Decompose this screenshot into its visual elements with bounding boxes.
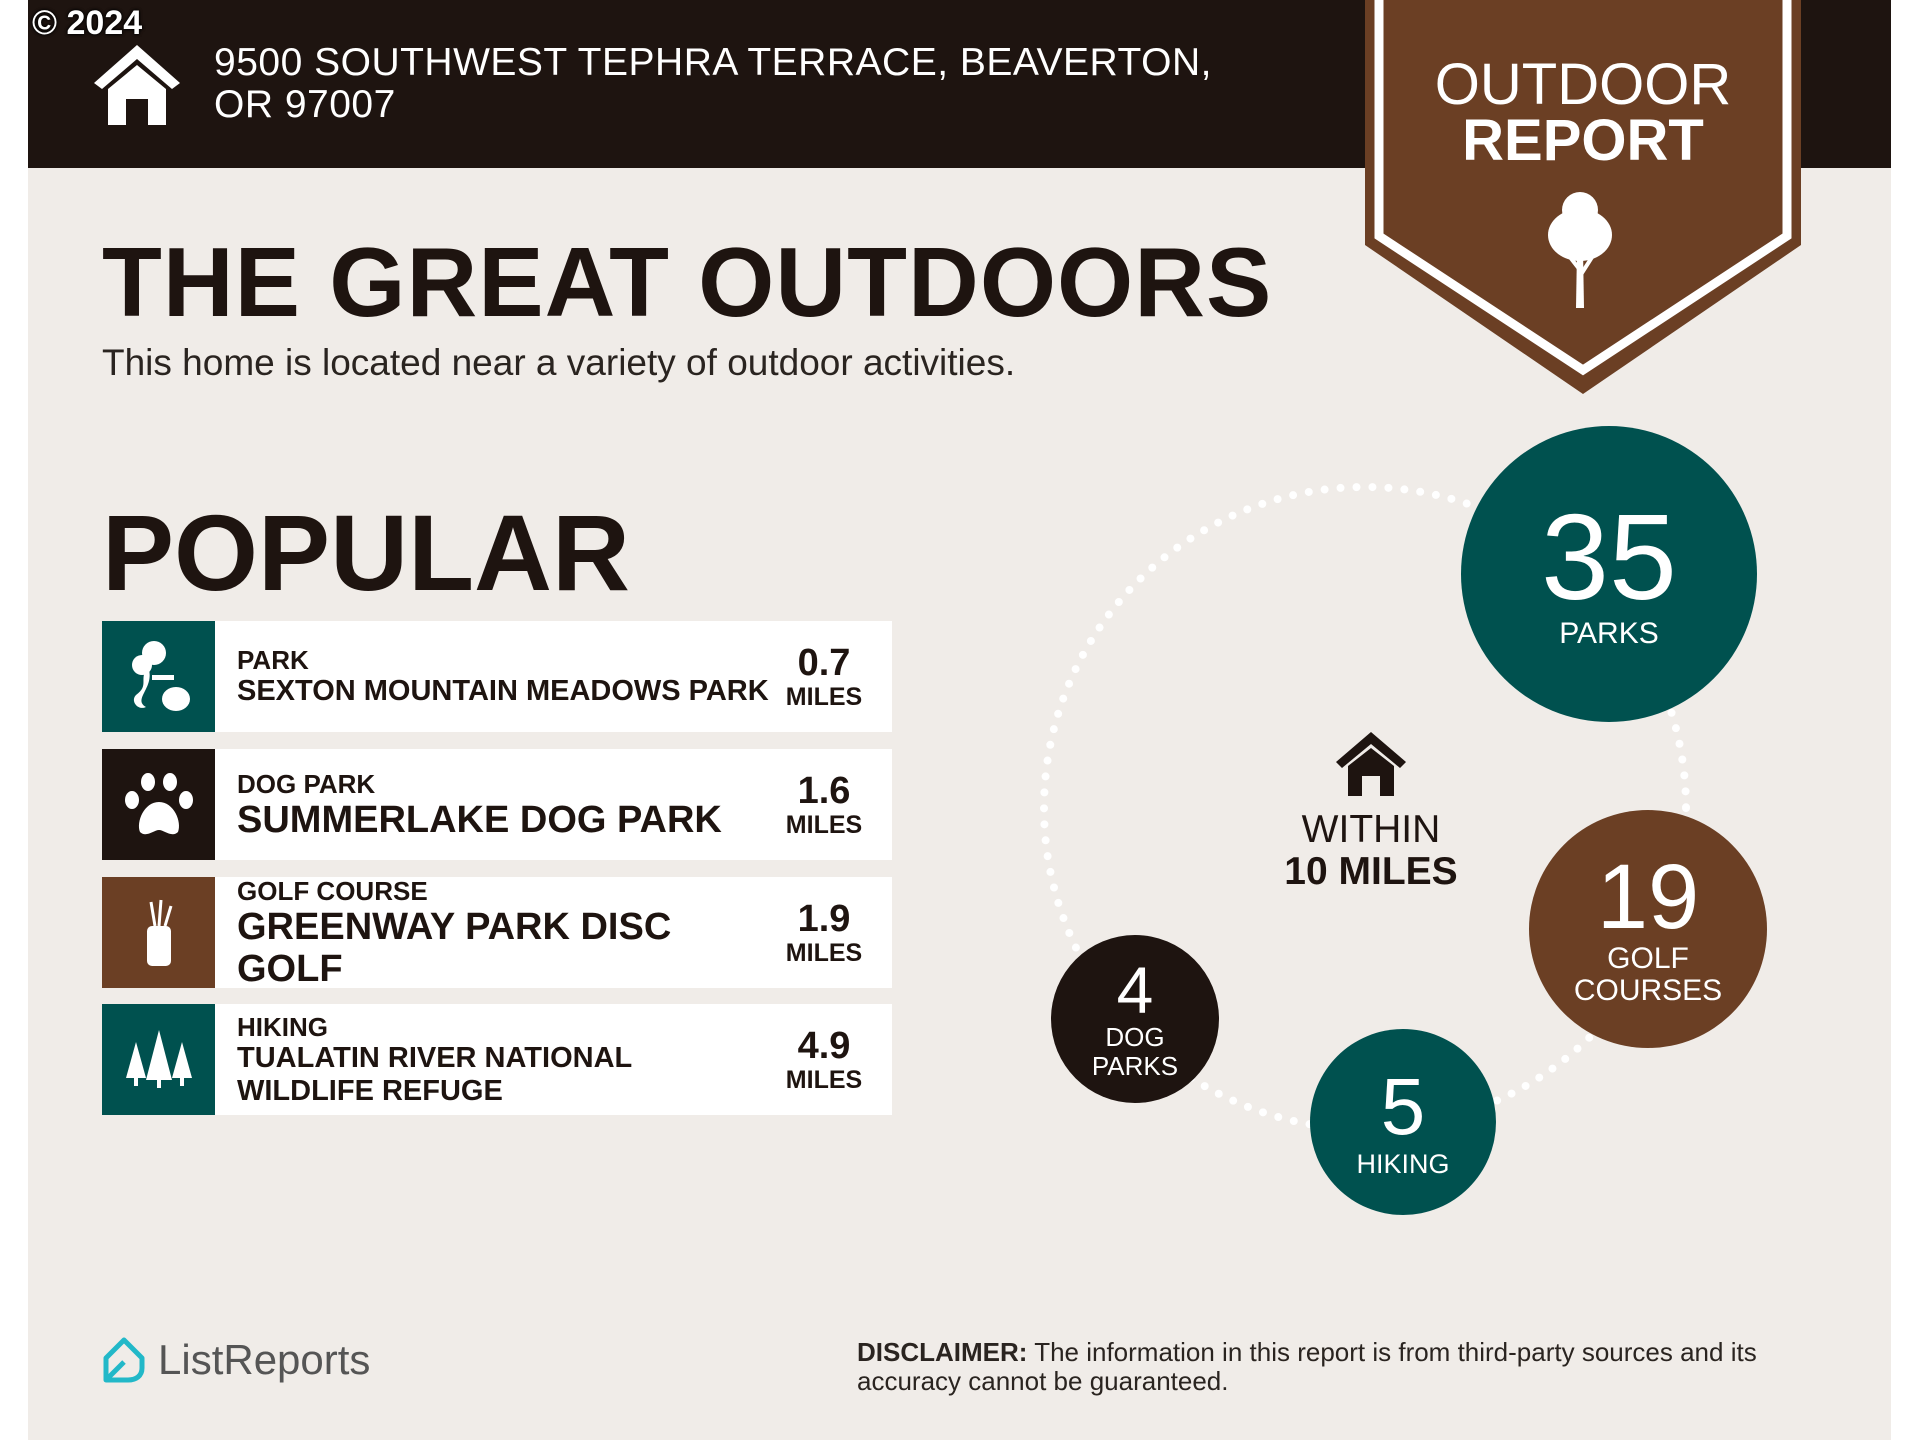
count-value: 4 — [1116, 953, 1154, 1027]
list-item[interactable]: HIKING TUALATIN RIVER NATIONAL WILDLIFE R… — [102, 1004, 892, 1115]
hiking-count: 5 HIKING — [1310, 1029, 1496, 1215]
list-item[interactable]: DOG PARK SUMMERLAKE DOG PARK 1.6 MILES — [102, 749, 892, 860]
within-label: WITHIN — [1301, 808, 1441, 851]
item-name: TUALATIN RIVER NATIONAL WILDLIFE REFUGE — [237, 1041, 632, 1107]
park-icon — [102, 621, 215, 732]
item-name: SUMMERLAKE DOG PARK — [237, 798, 722, 841]
count-value: 5 — [1380, 1061, 1426, 1151]
golf-bag-icon — [102, 877, 215, 988]
address: 9500 SOUTHWEST TEPHRA TERRACE, BEAVERTON… — [214, 41, 1212, 126]
within-distance: 10 MILES — [1284, 850, 1458, 893]
count-label: HIKING — [1356, 1148, 1450, 1179]
disclaimer: DISCLAIMER: The information in this repo… — [857, 1338, 1857, 1396]
item-unit: MILES — [785, 810, 863, 839]
dog-parks-count: 4 DOG PARKS — [1051, 935, 1219, 1103]
paw-icon — [102, 749, 215, 860]
item-name: GREENWAY PARK DISC GOLF — [237, 905, 672, 990]
house-icon — [1336, 732, 1406, 796]
badge-title-line1: OUTDOOR — [1434, 52, 1732, 117]
item-unit: MILES — [785, 1065, 863, 1094]
disclaimer-text: The information in this report is from t… — [857, 1337, 1757, 1396]
count-label: DOG PARKS — [1091, 1022, 1179, 1081]
listreports-logo: ListReports — [100, 1336, 370, 1384]
list-item[interactable]: GOLF COURSE GREENWAY PARK DISC GOLF 1.9 MI… — [102, 875, 892, 990]
logo-text: ListReports — [158, 1336, 371, 1383]
copyright: © 2024 — [32, 4, 143, 42]
item-unit: MILES — [785, 938, 863, 967]
parks-count: 35 PARKS — [1461, 426, 1757, 722]
listreports-logo-icon — [103, 1337, 145, 1383]
item-unit: MILES — [785, 682, 863, 711]
item-category: DOG PARK — [237, 768, 376, 799]
list-item[interactable]: PARK SEXTON MOUNTAIN MEADOWS PARK 0.7 MILE… — [102, 621, 892, 732]
item-category: PARK — [237, 645, 309, 675]
count-label: PARKS — [1559, 617, 1659, 650]
golf-courses-count: 19 GOLF COURSES — [1529, 810, 1767, 1048]
item-distance: 0.7 — [797, 641, 851, 684]
item-category: GOLF COURSE — [237, 875, 428, 906]
count-label: GOLF COURSES — [1573, 942, 1723, 1007]
tree-icon — [1548, 192, 1612, 308]
popular-heading: POPULAR — [102, 492, 631, 613]
count-value: 35 — [1541, 489, 1677, 625]
pine-trees-icon — [102, 1004, 215, 1115]
item-distance: 1.6 — [797, 769, 851, 812]
house-icon — [94, 45, 180, 125]
page-subtitle: This home is located near a variety of o… — [102, 342, 1016, 383]
badge-title-line2: REPORT — [1462, 108, 1704, 173]
count-value: 19 — [1596, 846, 1700, 948]
disclaimer-label: DISCLAIMER: — [857, 1337, 1028, 1367]
item-name: SEXTON MOUNTAIN MEADOWS PARK — [237, 675, 769, 707]
item-distance: 1.9 — [797, 897, 851, 940]
page-title: THE GREAT OUTDOORS — [102, 227, 1273, 337]
item-category: HIKING — [237, 1011, 328, 1042]
item-distance: 4.9 — [797, 1024, 851, 1067]
